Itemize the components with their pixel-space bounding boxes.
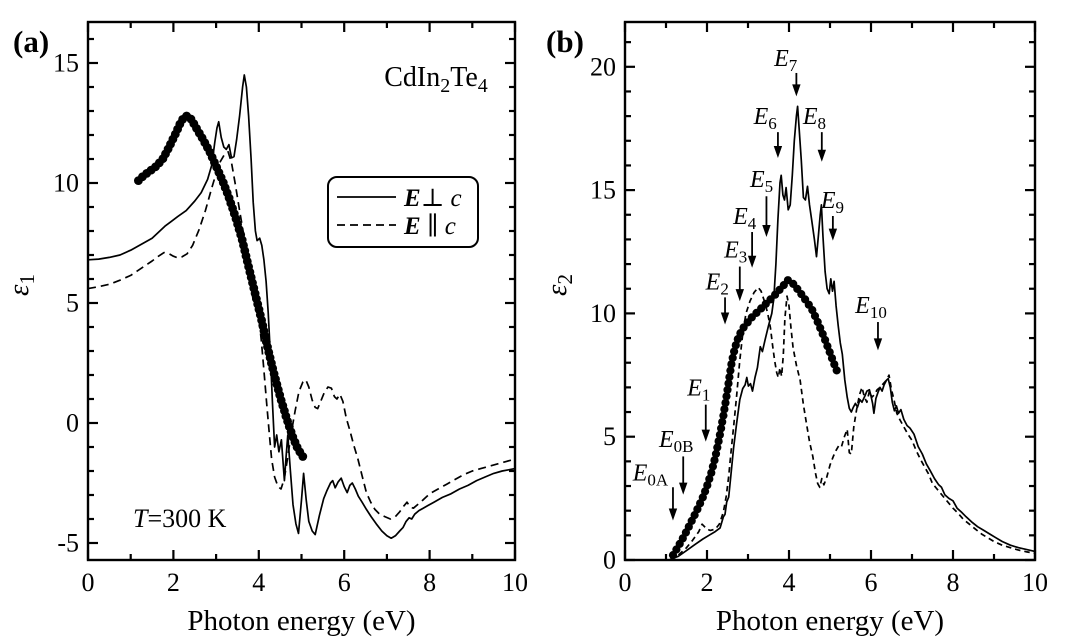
experimental-dots bbox=[668, 276, 841, 560]
legend-label: E⊥ c bbox=[403, 185, 462, 212]
y-tick-label: -5 bbox=[57, 529, 79, 558]
x-tick-label: 2 bbox=[167, 568, 180, 597]
y-tick-label: 20 bbox=[590, 52, 616, 81]
annotation: E6 bbox=[753, 104, 783, 159]
annotation: E3 bbox=[723, 237, 747, 302]
panel-label: (a) bbox=[13, 24, 49, 59]
panel-b-axes bbox=[623, 20, 1037, 562]
y-tick-label: 10 bbox=[53, 169, 79, 198]
annotation: E7 bbox=[773, 46, 801, 97]
panel-label: (b) bbox=[546, 24, 584, 59]
panel-a-axes bbox=[86, 20, 517, 562]
cp-label: E9 bbox=[820, 188, 844, 217]
annotation: E5 bbox=[749, 167, 773, 237]
x-tick-label: 4 bbox=[783, 568, 796, 597]
x-axis-label: Photon energy (eV) bbox=[716, 605, 944, 637]
annotation: E8 bbox=[802, 104, 826, 162]
y-axis-label: ε2 bbox=[541, 274, 577, 296]
panel-b: 0 2 4 6 8 10 0 5 10 15 20 Photon energy (eV) ε2 (b) E0… bbox=[541, 20, 1048, 637]
y-tick-label: 15 bbox=[590, 176, 616, 205]
cp-label: E6 bbox=[753, 104, 777, 133]
annotation: E9 bbox=[820, 188, 844, 241]
y-tick-label: 0 bbox=[66, 409, 79, 438]
cp-label: E2 bbox=[705, 269, 729, 298]
x-tick-label: 6 bbox=[338, 568, 351, 597]
x-tick-label: 0 bbox=[619, 568, 632, 597]
y-tick-label: 15 bbox=[53, 49, 79, 78]
y-tick-label: 5 bbox=[603, 422, 616, 451]
annotation: E1 bbox=[686, 375, 710, 442]
x-tick-label: 2 bbox=[701, 568, 714, 597]
E-perp-c-calculated-line bbox=[87, 74, 516, 540]
panel-b-tick-labels: 0 2 4 6 8 10 0 5 10 15 20 bbox=[590, 52, 1048, 597]
temperature-note: T=300 K bbox=[133, 504, 227, 533]
cp-label: E4 bbox=[732, 204, 757, 233]
y-tick-label: 0 bbox=[603, 546, 616, 575]
panel-b-series bbox=[668, 105, 1036, 561]
panel-a-series bbox=[87, 74, 516, 540]
x-tick-label: 10 bbox=[1022, 568, 1048, 597]
legend-label: E ∥ c bbox=[403, 213, 456, 240]
cp-label: E8 bbox=[802, 104, 826, 133]
annotation: E10 bbox=[854, 293, 887, 351]
experimental-dots bbox=[134, 111, 308, 461]
y-axis-label: ε1 bbox=[3, 274, 39, 296]
cp-label: E3 bbox=[723, 237, 747, 266]
E-perp-c-calculated-line bbox=[669, 105, 1036, 561]
annotation: E4 bbox=[732, 204, 757, 268]
annotation: E2 bbox=[705, 269, 730, 325]
cp-label: E1 bbox=[686, 375, 710, 404]
cp-label: E0B bbox=[658, 427, 694, 456]
x-tick-label: 8 bbox=[947, 568, 960, 597]
material-title: CdIn2Te4 bbox=[384, 62, 488, 97]
x-tick-label: 10 bbox=[502, 568, 528, 597]
E-parallel-c-calculated-line bbox=[87, 150, 516, 520]
x-tick-label: 6 bbox=[865, 568, 878, 597]
cp-label: E0A bbox=[632, 460, 669, 489]
cp-label: E7 bbox=[773, 46, 798, 75]
x-tick-label: 0 bbox=[82, 568, 95, 597]
x-axis-label: Photon energy (eV) bbox=[187, 605, 415, 637]
y-tick-label: 10 bbox=[590, 299, 616, 328]
cp-label: E5 bbox=[749, 167, 773, 196]
x-tick-label: 4 bbox=[252, 568, 265, 597]
annotation: E0B bbox=[658, 427, 694, 495]
y-tick-label: 5 bbox=[66, 289, 79, 318]
legend: E⊥ cE ∥ c bbox=[327, 176, 479, 248]
x-tick-label: 8 bbox=[423, 568, 436, 597]
cp-label: E10 bbox=[854, 293, 887, 322]
annotation: E0A bbox=[632, 460, 678, 521]
